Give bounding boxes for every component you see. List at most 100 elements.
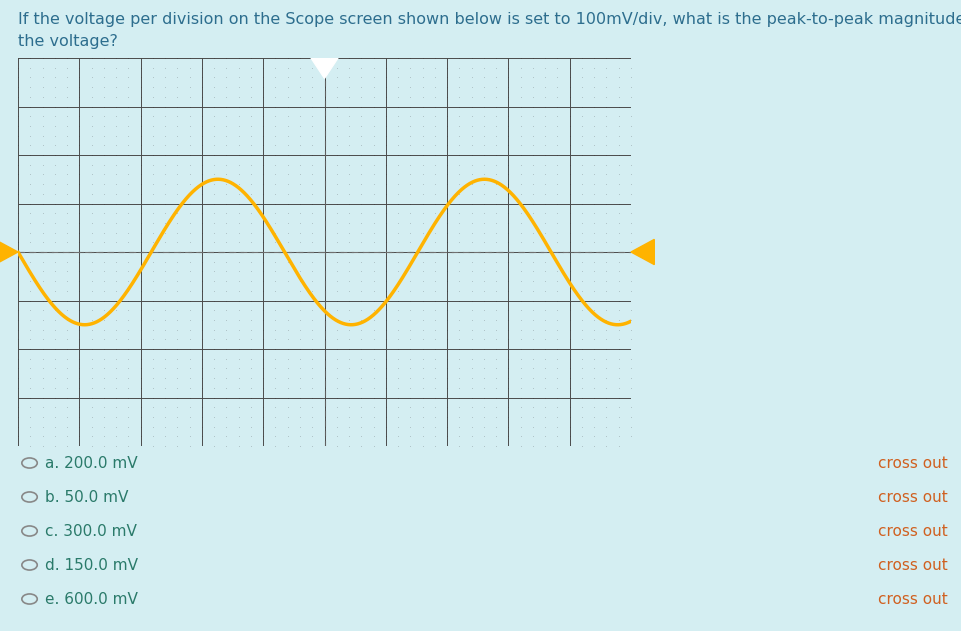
Point: [256, 111, 271, 121]
Point: [305, 441, 320, 451]
Point: [280, 199, 295, 209]
Point: [452, 228, 467, 238]
Point: [218, 353, 234, 363]
Point: [574, 344, 589, 354]
Point: [60, 91, 75, 102]
Point: [488, 295, 504, 305]
Point: [207, 373, 222, 383]
Point: [305, 199, 320, 209]
Point: [71, 286, 86, 296]
Point: [537, 199, 553, 209]
Point: [305, 111, 320, 121]
Point: [267, 73, 283, 83]
Point: [158, 73, 173, 83]
Point: [22, 208, 37, 218]
Point: [390, 412, 406, 422]
Point: [231, 412, 246, 422]
Point: [525, 169, 540, 179]
Point: [586, 208, 602, 218]
Point: [133, 402, 148, 412]
Point: [537, 121, 553, 131]
Point: [623, 353, 638, 363]
Point: [60, 305, 75, 316]
Point: [354, 160, 369, 170]
Point: [207, 62, 222, 73]
Point: [329, 121, 344, 131]
Point: [512, 228, 528, 238]
Point: [488, 315, 504, 325]
Point: [218, 334, 234, 345]
Point: [549, 169, 564, 179]
Point: [329, 111, 344, 121]
Point: [586, 422, 602, 432]
Point: [292, 111, 308, 121]
Point: [316, 131, 332, 141]
Point: [316, 383, 332, 393]
Point: [329, 344, 344, 354]
Point: [292, 286, 308, 296]
Point: [365, 276, 381, 286]
Point: [500, 218, 515, 228]
Point: [537, 131, 553, 141]
Point: [96, 62, 111, 73]
Point: [354, 102, 369, 112]
Point: [598, 102, 613, 112]
Point: [500, 363, 515, 374]
Point: [109, 121, 124, 131]
Text: d. 150.0 mV: d. 150.0 mV: [45, 558, 137, 572]
Point: [427, 431, 442, 441]
Point: [120, 102, 136, 112]
Point: [549, 111, 564, 121]
Point: [231, 179, 246, 189]
Point: [280, 111, 295, 121]
Point: [35, 373, 50, 383]
Point: [463, 266, 479, 276]
Point: [120, 199, 136, 209]
Point: [586, 179, 602, 189]
Point: [96, 431, 111, 441]
Point: [414, 199, 430, 209]
Point: [390, 82, 406, 92]
Point: [84, 295, 99, 305]
Point: [35, 363, 50, 374]
Point: [525, 441, 540, 451]
Point: [500, 189, 515, 199]
Point: [341, 266, 357, 276]
Point: [598, 199, 613, 209]
Point: [11, 383, 26, 393]
Point: [354, 228, 369, 238]
Point: [243, 412, 259, 422]
Point: [267, 179, 283, 189]
Point: [329, 189, 344, 199]
Point: [561, 140, 577, 150]
Point: [280, 150, 295, 160]
Point: [488, 82, 504, 92]
Point: [243, 353, 259, 363]
Point: [169, 53, 185, 63]
Point: [256, 237, 271, 247]
Point: [280, 412, 295, 422]
Point: [403, 228, 418, 238]
Point: [133, 363, 148, 374]
Point: [84, 189, 99, 199]
Point: [439, 334, 455, 345]
Point: [22, 344, 37, 354]
Point: [256, 353, 271, 363]
Point: [414, 422, 430, 432]
Point: [47, 121, 62, 131]
Point: [586, 286, 602, 296]
Point: [60, 131, 75, 141]
Point: [292, 257, 308, 267]
Point: [403, 392, 418, 403]
Point: [194, 121, 209, 131]
Point: [267, 412, 283, 422]
Point: [109, 324, 124, 334]
Point: [341, 305, 357, 316]
Point: [586, 140, 602, 150]
Point: [427, 344, 442, 354]
Point: [365, 91, 381, 102]
Point: [96, 140, 111, 150]
Point: [452, 441, 467, 451]
Point: [610, 62, 626, 73]
Point: [305, 160, 320, 170]
